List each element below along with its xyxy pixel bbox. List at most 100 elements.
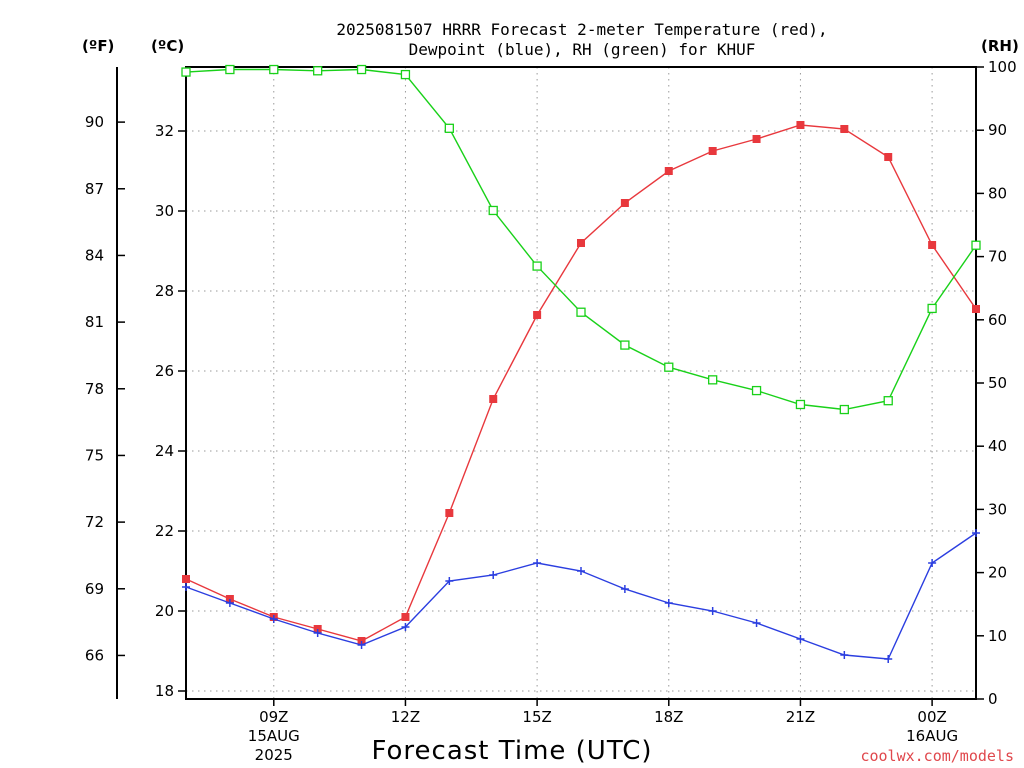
data-point (840, 125, 849, 133)
fahrenheit-tick-label: 87 (85, 180, 104, 198)
data-point (313, 66, 323, 76)
data-point (664, 599, 673, 607)
data-point (357, 641, 366, 649)
chart-title: 2025081507 HRRR Forecast 2-meter Tempera… (336, 20, 827, 59)
x-tick-label: 2025 (255, 746, 293, 764)
data-point (928, 241, 937, 249)
data-point (840, 651, 849, 659)
data-point (489, 395, 498, 403)
rh-tick-label: 60 (988, 311, 1007, 329)
x-tick-label: 15AUG (248, 727, 300, 745)
data-point (182, 583, 190, 591)
x-tick-label: 16AUG (906, 727, 958, 745)
axes: 18 20 22 24 26 28 30 32 66 69 72 75 78 81 84 87 90 0 10 20 3… (85, 58, 1017, 764)
data-point (445, 509, 454, 517)
x-axis-title: Forecast Time (UTC) (371, 736, 652, 766)
celsius-tick-label: 20 (155, 602, 174, 620)
data-point (445, 577, 454, 585)
data-point (577, 239, 585, 247)
rh-tick-label: 30 (988, 500, 1007, 518)
data-point (752, 619, 761, 627)
rh-tick-label: 40 (988, 437, 1007, 455)
x-tick-label: 21Z (786, 708, 815, 726)
data-point (533, 311, 542, 319)
series-line-dewpoint (185, 532, 977, 660)
fahrenheit-tick-label: 66 (85, 646, 104, 664)
series-temperature (182, 121, 980, 645)
data-point (971, 240, 981, 250)
data-point (444, 123, 454, 133)
fahrenheit-tick-label: 75 (85, 446, 104, 464)
data-point (664, 362, 674, 372)
celsius-axis-unit: (ºC) (151, 37, 184, 55)
celsius-tick-label: 28 (155, 282, 174, 300)
series-line-temperature (185, 124, 977, 642)
gridlines (186, 67, 976, 699)
data-point (620, 340, 630, 350)
data-point (708, 375, 718, 385)
data-point (839, 404, 849, 415)
data-point (752, 135, 761, 143)
rh-tick-label: 70 (988, 248, 1007, 266)
x-tick-label: 00Z (917, 708, 946, 726)
data-point (972, 305, 980, 313)
data-point (182, 575, 190, 583)
x-tick-label: 09Z (259, 708, 288, 726)
rh-tick-label: 50 (988, 374, 1007, 392)
rh-tick-label: 90 (988, 121, 1007, 139)
fahrenheit-axis-unit: (ºF) (82, 37, 114, 55)
data-point (972, 529, 980, 537)
plot-frame (185, 66, 977, 700)
x-tick-label: 15Z (522, 708, 551, 726)
data-point (488, 205, 498, 216)
fahrenheit-tick-label: 69 (85, 580, 104, 598)
rh-tick-label: 10 (988, 627, 1007, 645)
data-series (181, 64, 981, 663)
x-tick-label: 12Z (391, 708, 420, 726)
series-rh (181, 64, 981, 415)
celsius-tick-label: 30 (155, 202, 174, 220)
data-point (664, 167, 673, 175)
fahrenheit-tick-label: 78 (85, 380, 104, 398)
fahrenheit-tick-label: 81 (85, 313, 104, 331)
data-point (356, 64, 367, 75)
data-point (576, 307, 586, 317)
data-point (751, 385, 762, 396)
data-point (620, 199, 629, 207)
data-point (884, 655, 893, 663)
data-point (225, 599, 234, 607)
chart-title-line-1: 2025081507 HRRR Forecast 2-meter Tempera… (336, 20, 827, 39)
data-point (796, 635, 805, 643)
data-point (928, 559, 937, 567)
data-point (708, 607, 717, 615)
rh-tick-label: 20 (988, 564, 1007, 582)
data-point (533, 559, 542, 567)
data-point (796, 121, 805, 129)
data-point (269, 615, 278, 623)
data-point (401, 623, 410, 631)
chart-title-line-2: Dewpoint (blue), RH (green) for KHUF (409, 40, 756, 59)
celsius-tick-label: 32 (155, 122, 174, 140)
fahrenheit-tick-label: 72 (85, 513, 104, 531)
series-dewpoint (182, 529, 980, 663)
rh-axis-unit: (RH) (981, 37, 1019, 55)
data-point (795, 399, 806, 410)
data-point (708, 147, 717, 155)
celsius-tick-label: 22 (155, 522, 174, 540)
data-point (181, 67, 191, 77)
data-point (269, 64, 279, 75)
celsius-tick-label: 18 (155, 682, 174, 700)
data-point (489, 571, 498, 579)
source-credit: coolwx.com/models (860, 747, 1014, 765)
data-point (532, 261, 542, 271)
data-point (401, 613, 410, 621)
fahrenheit-tick-label: 90 (85, 113, 104, 131)
data-point (577, 567, 585, 575)
celsius-tick-label: 24 (155, 442, 174, 460)
data-point (884, 153, 893, 161)
fahrenheit-tick-label: 84 (85, 246, 104, 264)
rh-tick-label: 80 (988, 184, 1007, 202)
x-tick-label: 18Z (654, 708, 683, 726)
data-point (400, 69, 411, 80)
